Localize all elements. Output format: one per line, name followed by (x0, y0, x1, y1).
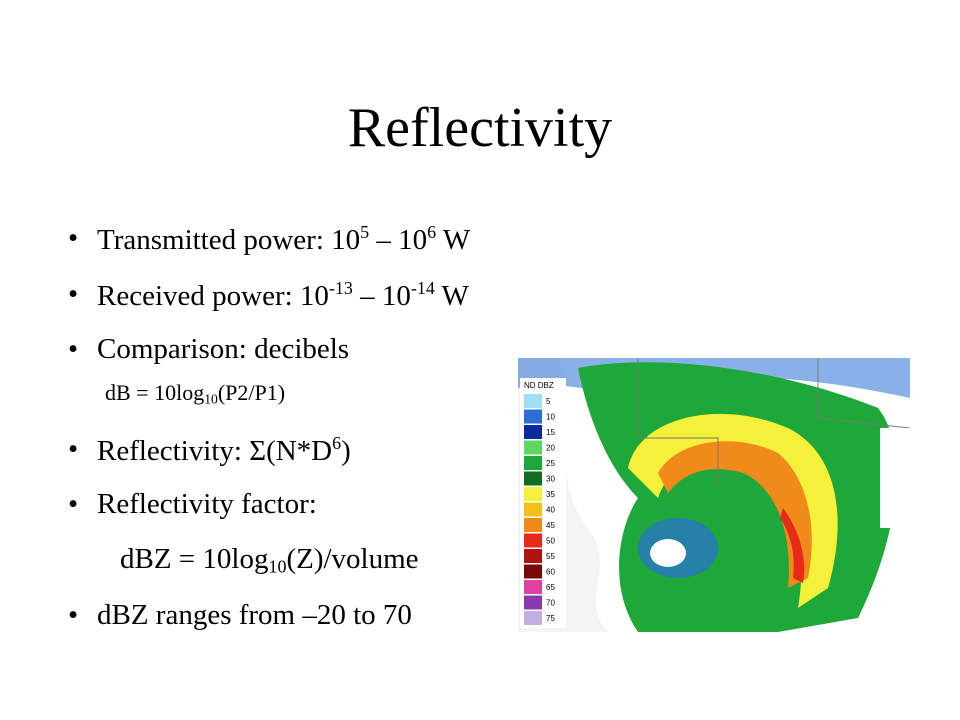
text-run: Reflectivity: Σ(N*D (97, 434, 333, 467)
text-run: Reflectivity factor: (97, 488, 317, 520)
legend-label: 35 (546, 490, 555, 499)
legend-swatch (524, 440, 542, 455)
text-run: (P2/P1) (217, 380, 286, 405)
text-run: – 10 (352, 279, 411, 312)
text-run: -13 (328, 278, 353, 298)
bullet-text: Reflectivity factor: (97, 488, 317, 521)
bullet-text: Transmitted power: 105 – 106 W (97, 222, 470, 257)
text-run: dBZ ranges from –20 to 70 (97, 599, 412, 631)
text-run: Transmitted power: 10 (97, 223, 361, 256)
text-run: (Z)/volume (286, 543, 419, 575)
legend-label: 75 (546, 614, 555, 623)
legend-label: 20 (546, 444, 555, 453)
text-run: 5 (360, 222, 370, 242)
legend-swatch (524, 471, 542, 486)
legend-label: 40 (546, 506, 555, 515)
bullet-marker: • (68, 278, 79, 310)
legend-swatch (524, 611, 542, 625)
legend-swatch (524, 564, 542, 579)
bullet-text: dB = 10log10(P2/P1) (105, 380, 285, 407)
legend-label: 5 (546, 397, 551, 406)
text-run: -14 (410, 278, 435, 298)
text-run: – 10 (369, 223, 428, 256)
legend-swatch (524, 549, 542, 563)
text-run: Comparison: decibels (97, 333, 350, 365)
text-run: Received power: 10 (97, 279, 329, 312)
legend-label: 65 (546, 583, 555, 592)
bullet-marker: • (68, 433, 79, 465)
legend-label: 45 (546, 521, 555, 530)
legend-swatch (524, 533, 542, 548)
legend-label: 25 (546, 459, 555, 468)
radar-legend: ND DBZ 5 10 15 20 25 30 35 40 45 50 55 60 65 70 75 (520, 378, 566, 628)
text-run: 10 (268, 556, 287, 577)
legend-header: ND DBZ (524, 381, 554, 390)
text-run: 10 (204, 391, 218, 407)
legend-swatch (524, 502, 542, 517)
legend-label: 70 (546, 599, 555, 608)
radar-image: ND DBZ 5 10 15 20 25 30 35 40 45 50 55 60 65 70 75 (518, 358, 910, 632)
text-run: ) (341, 434, 351, 467)
text-run: 6 (427, 222, 437, 242)
legend-swatch (524, 394, 542, 408)
legend-swatch (524, 409, 542, 424)
bullet-text: Received power: 10-13 – 10-14 W (97, 278, 469, 313)
text-run: dB = 10log (105, 380, 205, 405)
legend-swatch (524, 580, 542, 594)
text-run: W (436, 223, 471, 256)
legend-label: 15 (546, 428, 555, 437)
text-run: 6 (332, 433, 342, 453)
slide-title: Reflectivity (347, 97, 613, 159)
text-run: W (434, 279, 469, 312)
legend-label: 55 (546, 552, 555, 561)
bullet-text: Reflectivity: Σ(N*D6) (97, 433, 351, 468)
legend-label: 30 (546, 475, 555, 484)
legend-swatch (524, 487, 542, 501)
bullet-marker: • (68, 222, 79, 254)
bullet-text: dBZ = 10log10(Z)/volume (120, 543, 419, 577)
legend-label: 50 (546, 537, 555, 546)
legend-swatch (524, 456, 542, 470)
legend-label: 10 (546, 413, 555, 422)
bullet-marker: • (68, 333, 79, 365)
legend-swatch (524, 518, 542, 532)
bullet-text: dBZ ranges from –20 to 70 (97, 599, 412, 632)
legend-swatch (524, 425, 542, 439)
legend-swatch (524, 595, 542, 610)
bullet-marker: • (68, 488, 79, 520)
text-run: dBZ = 10log (120, 543, 269, 575)
bullet-marker: • (68, 599, 79, 631)
legend-label: 60 (546, 568, 555, 577)
bullet-text: Comparison: decibels (97, 333, 349, 366)
